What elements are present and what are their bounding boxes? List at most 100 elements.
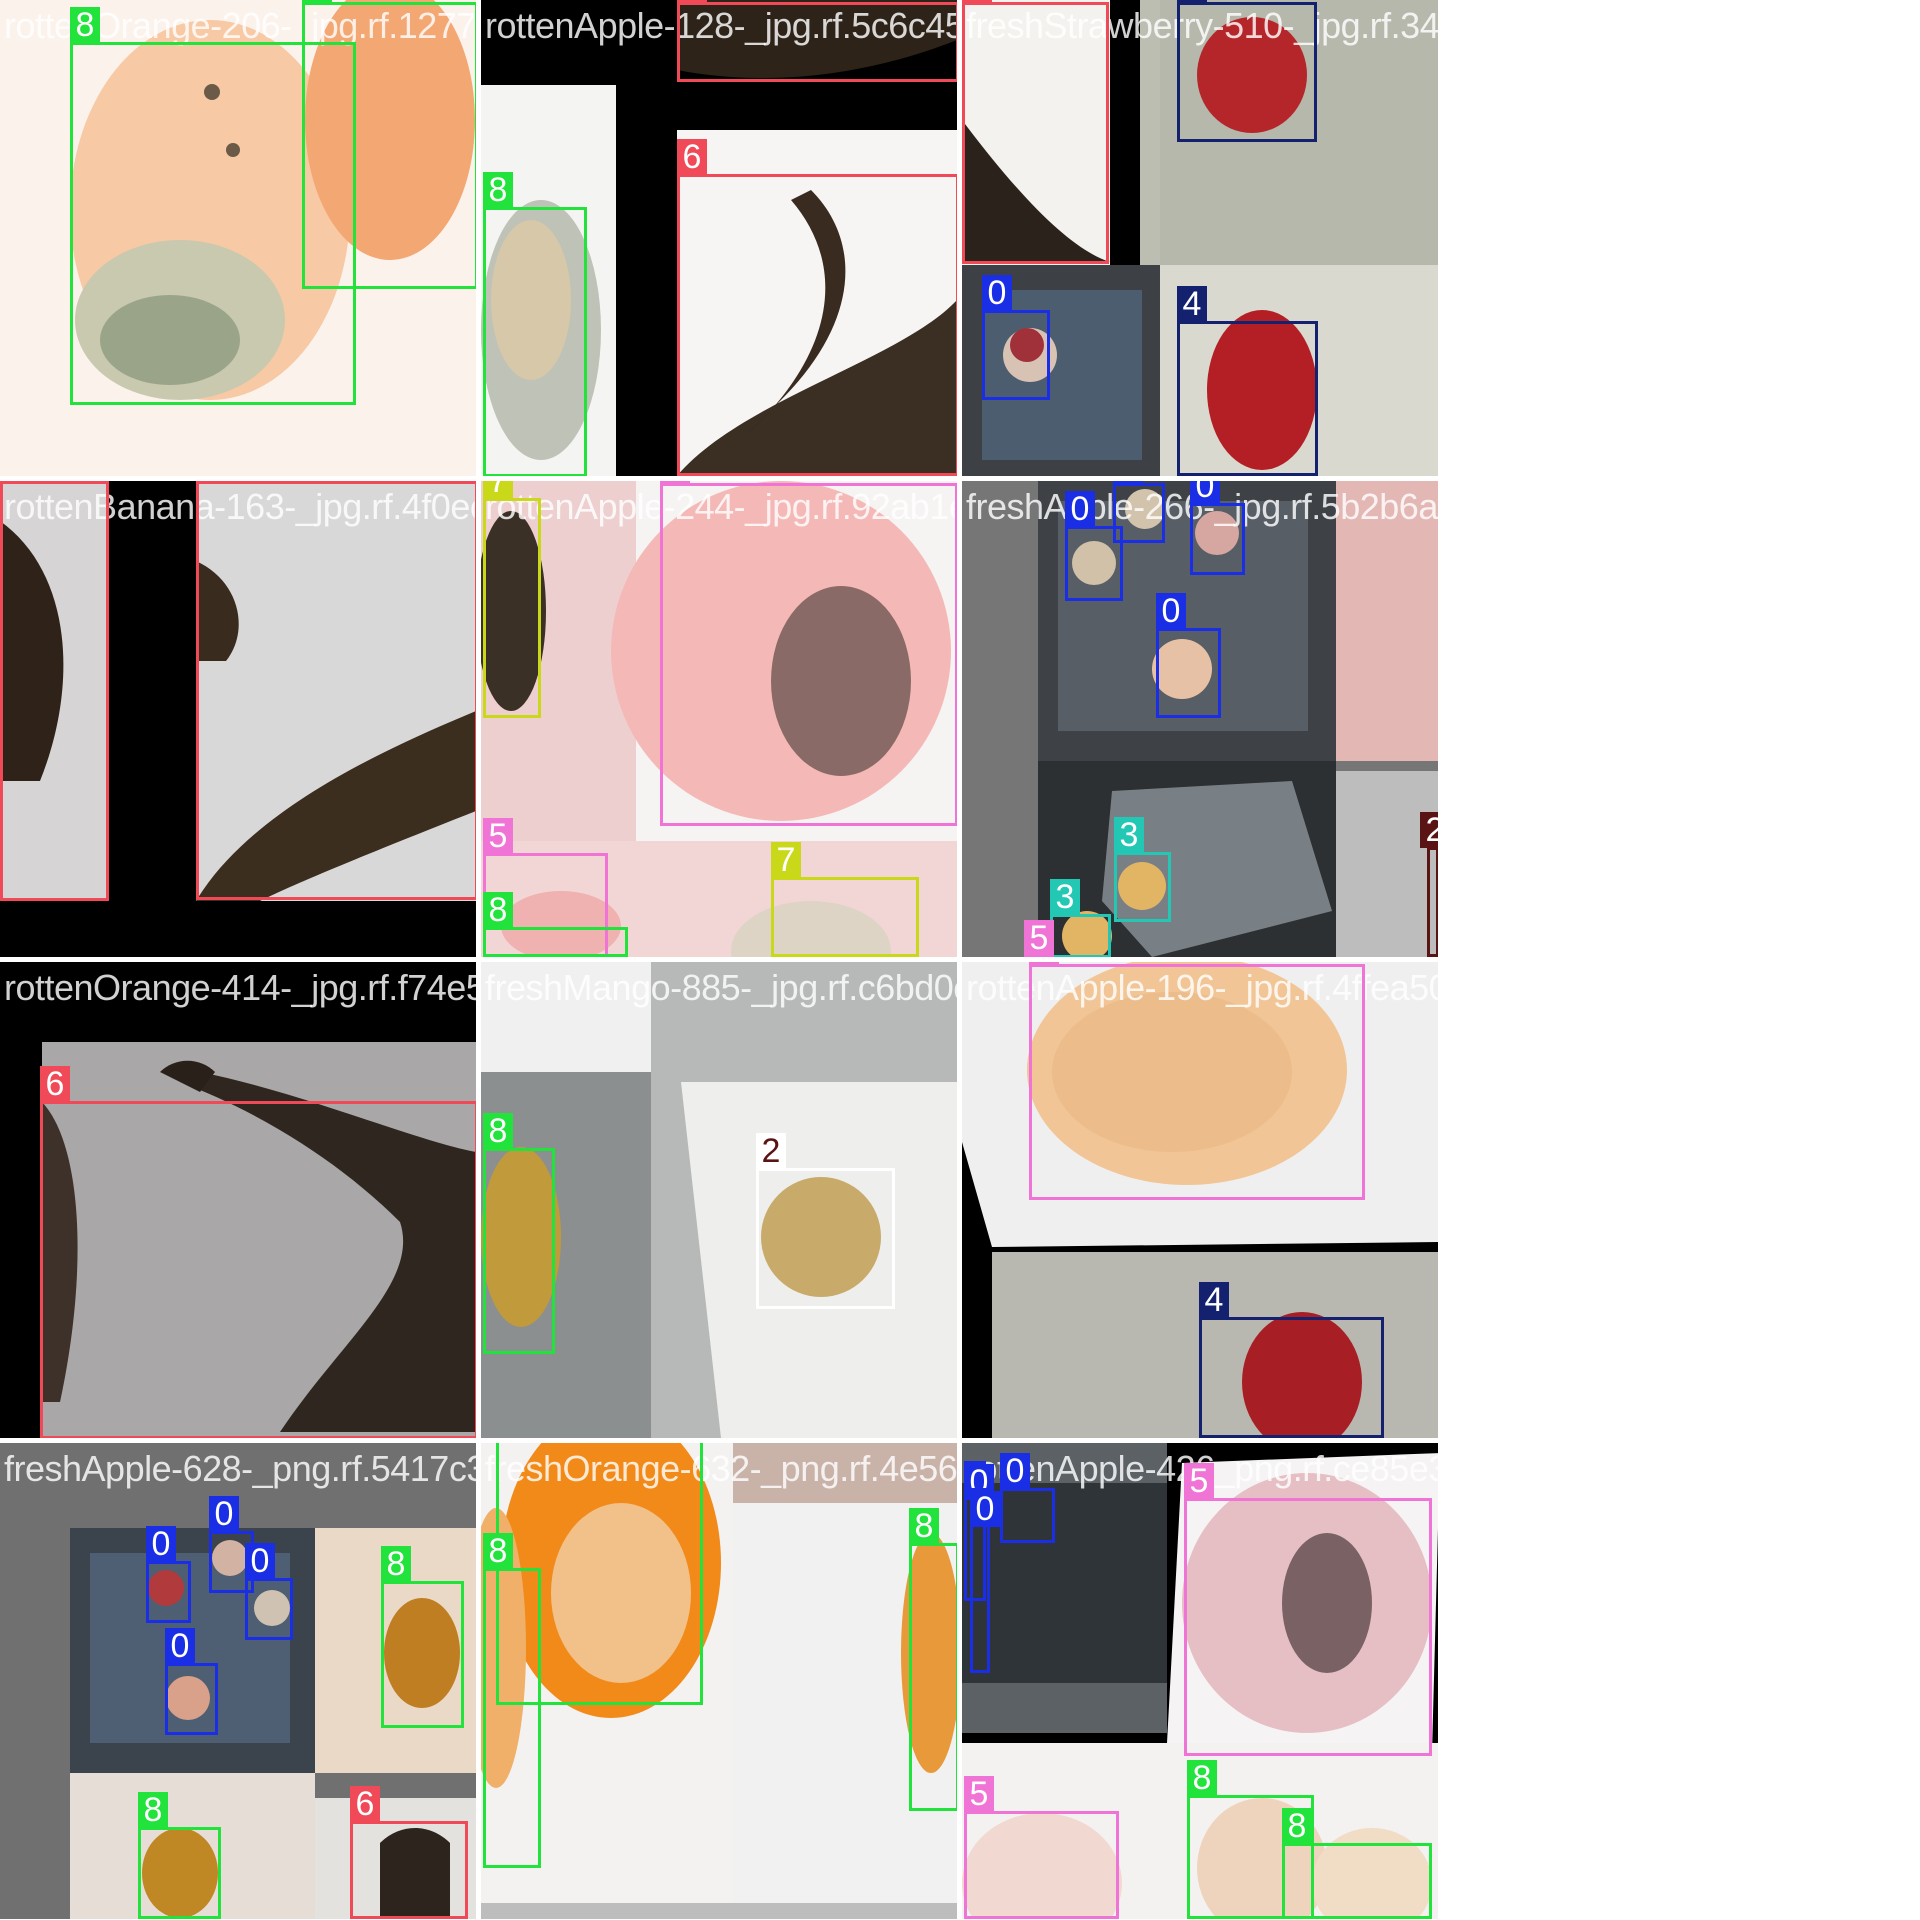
detection-box[interactable]: 0 xyxy=(1190,481,1245,575)
class-label: 6 xyxy=(40,1066,70,1102)
detection-box[interactable]: 2 xyxy=(1420,812,1438,957)
class-label: 0 xyxy=(970,1491,1000,1527)
class-label: 4 xyxy=(1177,0,1207,3)
detection-box[interactable]: 3 xyxy=(1050,879,1111,957)
class-label: 0 xyxy=(1000,1453,1030,1489)
detection-box[interactable]: 0 xyxy=(245,1543,293,1640)
rotten-apple-strawberry-image xyxy=(962,962,1438,1438)
detection-box[interactable]: 8 xyxy=(496,1443,703,1705)
detection-box[interactable]: 6 xyxy=(196,481,476,900)
fresh-mango-image xyxy=(481,962,957,1438)
detection-box[interactable]: 8 xyxy=(302,0,476,289)
detection-box[interactable]: 0 xyxy=(1065,491,1123,601)
detection-box[interactable]: 7 xyxy=(771,842,919,957)
class-label: 8 xyxy=(483,172,513,208)
class-label: 0 xyxy=(245,1543,275,1579)
class-label: 0 xyxy=(1065,491,1095,527)
image-filename: freshMango-885-_jpg.rf.c6bd0cd7a78 xyxy=(485,967,957,1008)
class-label: 4 xyxy=(1177,286,1207,322)
fresh-apple-tray-image xyxy=(962,481,1438,957)
class-label: 7 xyxy=(771,842,801,878)
detection-box[interactable]: 0 xyxy=(970,1488,1000,1673)
detection-box[interactable]: 8 xyxy=(70,7,356,405)
rotten-apple-image xyxy=(481,481,957,957)
class-label: 5 xyxy=(1024,920,1054,956)
mosaic-tile: freshMango-885-_jpg.rf.c6bd0cd7a78 8 2 xyxy=(481,962,957,1438)
class-label: 6 xyxy=(677,139,707,175)
detection-box[interactable]: 4 xyxy=(1199,1282,1384,1438)
detection-box[interactable]: 8 xyxy=(483,1113,555,1354)
class-label: 8 xyxy=(1282,1808,1312,1844)
image-filename: rottenOrange-414-_jpg.rf.f74e5f5d6c1 xyxy=(4,967,476,1008)
detection-box[interactable]: 0 xyxy=(165,1628,218,1735)
image-filename: rottenApple-196-_jpg.rf.4ffea5093124d333 xyxy=(966,967,1438,1008)
class-label: 2 xyxy=(1420,812,1438,848)
rotten-banana-image xyxy=(0,481,476,957)
class-label: 0 xyxy=(146,1526,176,1562)
detection-box[interactable]: 5 xyxy=(660,481,957,826)
detection-box[interactable]: 5 xyxy=(1029,962,1365,1200)
detection-box[interactable]: 6 xyxy=(962,0,1109,264)
detection-box[interactable]: 0 xyxy=(1156,593,1221,718)
class-label: 5 xyxy=(964,1776,994,1812)
image-filename: freshOrange-632-_png.rf.4e56c4c3e68d xyxy=(485,1448,957,1489)
class-label: 8 xyxy=(483,1533,513,1569)
class-label: 5 xyxy=(660,481,690,484)
mosaic-tile: rottenBanana-163-_jpg.rf.4f0ec98eb4e0a 6… xyxy=(0,481,476,957)
class-label: 8 xyxy=(1187,1760,1217,1796)
class-label: 5 xyxy=(1184,1463,1214,1499)
detection-box[interactable]: 8 xyxy=(909,1508,957,1811)
rotten-banana-image xyxy=(0,962,476,1438)
class-label: 0 xyxy=(1190,481,1220,504)
image-filename: freshApple-628-_png.rf.5417c3d6003a1b xyxy=(4,1448,476,1489)
mosaic-tile: rottenApple-244-_jpg.rf.92ab1ee3e46b 7 5… xyxy=(481,481,957,957)
detection-box[interactable]: 8 xyxy=(1187,1760,1314,1919)
class-label: 0 xyxy=(982,275,1012,311)
class-label: 0 xyxy=(1156,593,1186,629)
detection-box[interactable]: 8 xyxy=(483,892,628,957)
detection-box[interactable]: 0 xyxy=(982,275,1050,400)
detection-box[interactable]: 0 xyxy=(146,1526,191,1623)
detection-box[interactable]: 8 xyxy=(138,1792,221,1919)
class-label: 0 xyxy=(165,1628,195,1664)
detection-box[interactable]: 5 xyxy=(1024,920,1054,957)
class-label: 2 xyxy=(756,1133,786,1169)
class-label: 8 xyxy=(302,0,332,3)
class-label: 5 xyxy=(1029,962,1059,965)
mosaic-tile: rottenOrange-414-_jpg.rf.f74e5f5d6c1 6 xyxy=(0,962,476,1438)
image-filename: freshStrawberry-510-_jpg.rf.343251063657 xyxy=(966,5,1438,46)
detection-box[interactable]: 8 xyxy=(381,1546,464,1728)
class-label: 5 xyxy=(483,818,513,854)
detection-box[interactable]: 3 xyxy=(1114,817,1171,922)
detection-box[interactable]: 6 xyxy=(350,1786,468,1919)
detection-box[interactable]: 5 xyxy=(1184,1463,1432,1756)
image-filename: rottenApple-244-_jpg.rf.92ab1ee3e46b xyxy=(485,486,957,527)
class-label: 3 xyxy=(1114,817,1144,853)
detection-box[interactable]: 8 xyxy=(483,172,587,476)
detection-box[interactable]: 6 xyxy=(677,0,957,82)
detection-box[interactable]: 8 xyxy=(1282,1808,1432,1919)
mosaic-grid: rottenOrange-206-_jpg.rf.1277a715ea120 8… xyxy=(0,0,1438,1919)
detection-box[interactable]: 6 xyxy=(677,139,957,476)
detection-box[interactable]: 7 xyxy=(483,481,541,718)
class-label: 8 xyxy=(138,1792,168,1828)
class-label: 6 xyxy=(196,481,226,482)
class-label: 8 xyxy=(483,1113,513,1149)
detection-box[interactable]: 4 xyxy=(1177,0,1317,142)
detection-box[interactable]: 8 xyxy=(483,1533,541,1868)
class-label: 6 xyxy=(0,481,30,482)
mosaic-tile: freshApple-266-_jpg.rf.5b2b6adc87b 0 0 0… xyxy=(962,481,1438,957)
detection-box[interactable]: 0 xyxy=(1000,1453,1055,1543)
mosaic-tile: rottenOrange-206-_jpg.rf.1277a715ea120 8… xyxy=(0,0,476,476)
mosaic-tile: rottenApple-196-_jpg.rf.4ffea5093124d333… xyxy=(962,962,1438,1438)
mosaic-tile: freshOrange-632-_png.rf.4e56c4c3e68d 8 8… xyxy=(481,1443,957,1919)
rotten-orange-image xyxy=(0,0,476,476)
detection-box[interactable]: 2 xyxy=(756,1133,895,1309)
class-label: 6 xyxy=(677,0,707,3)
class-label: 0 xyxy=(1113,481,1143,484)
detection-box[interactable]: 5 xyxy=(964,1776,1119,1919)
detection-box[interactable]: 0 xyxy=(1113,481,1165,543)
detection-box[interactable]: 6 xyxy=(0,481,109,901)
detection-box[interactable]: 4 xyxy=(1177,286,1318,476)
detection-box[interactable]: 6 xyxy=(40,1066,476,1438)
